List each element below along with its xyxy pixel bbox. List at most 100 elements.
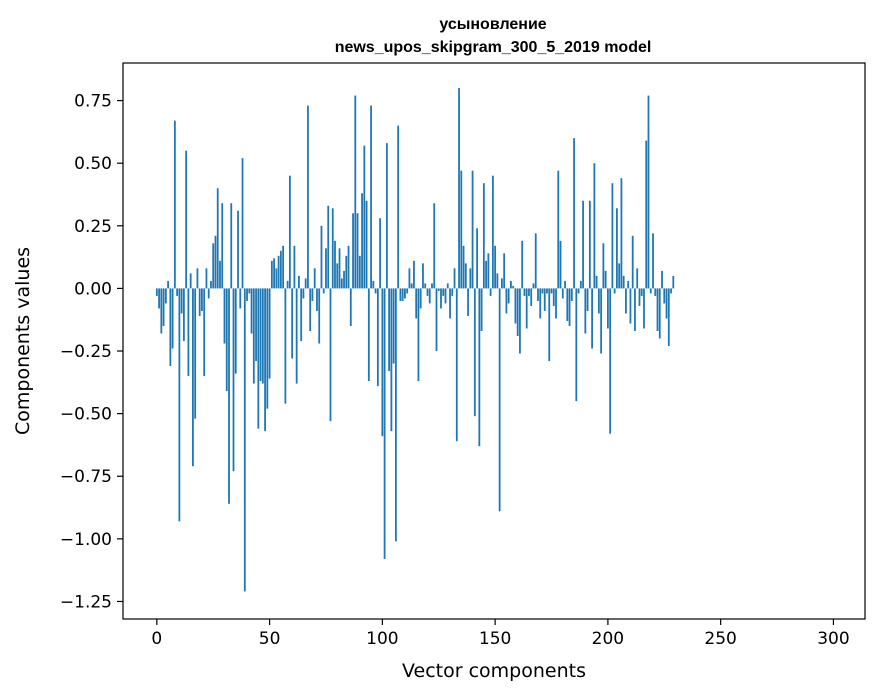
- x-tick-label: 150: [479, 629, 511, 649]
- bar: [415, 288, 418, 319]
- bar: [180, 288, 183, 314]
- bar: [194, 288, 197, 419]
- bar: [616, 208, 618, 289]
- bar: [631, 235, 634, 289]
- bar: [252, 288, 255, 384]
- bar: [325, 248, 327, 289]
- bar: [643, 288, 645, 329]
- y-tick-label: −0.75: [60, 467, 112, 487]
- bar: [279, 250, 282, 289]
- bar: [185, 150, 188, 289]
- x-tick-label: 50: [259, 629, 281, 649]
- bar: [381, 288, 384, 437]
- bar: [171, 288, 174, 349]
- bar: [532, 283, 535, 289]
- bar: [207, 288, 210, 299]
- bar: [282, 245, 285, 289]
- bar: [561, 288, 564, 299]
- bar: [618, 263, 621, 289]
- plot-frame: [122, 62, 866, 620]
- bar: [559, 240, 562, 289]
- bar: [625, 288, 627, 314]
- bar: [399, 288, 402, 301]
- bar: [523, 288, 526, 296]
- bar: [404, 288, 406, 299]
- x-axis-label: Vector components: [402, 660, 586, 682]
- bar: [519, 288, 521, 354]
- bar: [433, 203, 436, 289]
- bar: [365, 200, 368, 289]
- bar: [298, 275, 300, 289]
- bar: [449, 288, 451, 319]
- bar: [192, 288, 194, 467]
- bar: [182, 288, 185, 341]
- bar: [385, 143, 388, 289]
- bar: [246, 288, 248, 301]
- bar: [602, 243, 605, 289]
- bar: [302, 288, 305, 299]
- bar: [275, 268, 278, 289]
- bar: [356, 213, 359, 289]
- bar: [622, 275, 625, 289]
- bar: [636, 268, 639, 289]
- bar: [232, 288, 235, 472]
- bar: [593, 163, 596, 289]
- bar: [606, 288, 609, 329]
- x-axis: 0 50 100 150 200 250 300: [151, 619, 850, 649]
- x-tick-label: 300: [817, 629, 849, 649]
- bar: [361, 193, 363, 289]
- bar: [550, 288, 553, 294]
- bar: [597, 288, 600, 314]
- y-tick-label: 0.00: [74, 279, 112, 299]
- bar: [286, 280, 289, 289]
- bar: [277, 255, 280, 289]
- bar: [521, 240, 524, 289]
- bar: [162, 288, 165, 326]
- bar: [476, 228, 478, 289]
- bar: [530, 288, 533, 306]
- y-tick-label: −0.25: [60, 342, 112, 362]
- bar: [367, 288, 370, 382]
- bar: [255, 288, 257, 362]
- bar: [647, 95, 650, 289]
- bar: [345, 255, 348, 289]
- bar: [259, 288, 262, 382]
- bar: [568, 288, 571, 326]
- bar: [640, 288, 643, 296]
- bar: [500, 278, 503, 289]
- bar: [620, 178, 623, 289]
- bar: [460, 170, 463, 289]
- bar: [225, 288, 228, 392]
- bar: [169, 288, 172, 367]
- bar: [257, 288, 260, 429]
- bar: [467, 288, 469, 316]
- y-tick-label: −0.50: [60, 405, 112, 425]
- bar: [390, 288, 393, 432]
- bar: [514, 288, 517, 324]
- bar: [273, 258, 275, 289]
- bar: [428, 288, 431, 304]
- bar: [586, 288, 589, 311]
- bar: [261, 288, 264, 384]
- bar: [173, 120, 176, 289]
- bar: [552, 288, 555, 306]
- bar: [437, 288, 440, 291]
- bar: [512, 285, 515, 289]
- bar: [543, 288, 546, 311]
- bar: [394, 288, 397, 542]
- bar: [392, 288, 395, 364]
- bar: [250, 288, 253, 334]
- bar: [494, 245, 497, 289]
- bar: [471, 170, 474, 289]
- bar: [629, 288, 632, 324]
- chart-title: усыновление: [439, 16, 546, 33]
- bar: [469, 268, 472, 289]
- y-axis-label: Components values: [12, 247, 34, 435]
- bar: [155, 288, 158, 296]
- bar: [291, 288, 294, 359]
- bar: [372, 280, 375, 289]
- bar: [288, 175, 291, 289]
- x-tick-label: 100: [366, 629, 398, 649]
- bar: [453, 268, 456, 289]
